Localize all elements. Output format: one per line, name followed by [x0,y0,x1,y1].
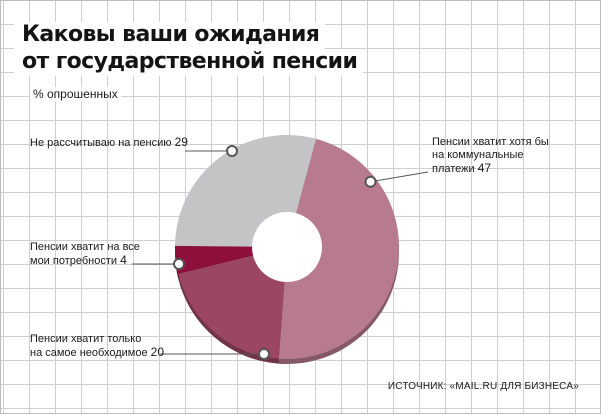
slice-label-utilities-line-1: Пенсии хватит хотя бы [432,136,549,148]
slice-label-no-pension-line-1: Не рассчитываю на пенсию [30,137,172,149]
slice-label-necessities-line-2: на самое необходимое [30,347,148,359]
slice-value-necessities: 20 [150,345,165,359]
slice-label-all-needs: Пенсии хватит на все мои потребности 4 [30,241,140,268]
chart-title: Каковы ваши ожидания от государственной … [14,22,364,76]
leader-dot-utilities [364,175,377,188]
slice-label-utilities-line-2: на коммунальные [432,149,524,161]
chart-title-line-1: Каковы ваши ожидания [14,22,326,49]
slice-value-no-pension: 29 [174,135,188,149]
slice-label-all-needs-line-2: мои потребности [30,255,118,267]
slice-label-no-pension: Не рассчитываю на пенсию 29 [30,136,188,150]
slice-label-necessities: Пенсии хватит только на самое необходимо… [30,333,164,360]
slice-value-utilities: 47 [477,161,492,175]
donut-slice-necessities [178,247,287,359]
leader-dot-necessities [258,348,270,360]
source-note: ИСТОЧНИК: «MAIL.RU ДЛЯ БИЗНЕСА» [387,381,579,392]
slice-label-utilities: Пенсии хватит хотя бы на коммунальные пл… [432,136,549,176]
leader-lines [132,145,429,360]
slice-value-all-needs: 4 [120,253,127,267]
donut-hole [252,212,322,282]
chart-title-line-2: от государственной пенсии [14,49,364,76]
slice-label-necessities-line-1: Пенсии хватит только [30,333,142,345]
leader-dot-all-needs [173,258,185,270]
donut-slice-utilities [278,138,399,359]
leader-dot-no-pension [226,145,238,157]
leader-line-utilities [370,171,429,183]
slice-label-utilities-line-3: платежи [432,163,475,175]
chart-subtitle: % опрошенных [30,87,121,101]
slice-label-all-needs-line-1: Пенсии хватит на все [30,241,140,253]
